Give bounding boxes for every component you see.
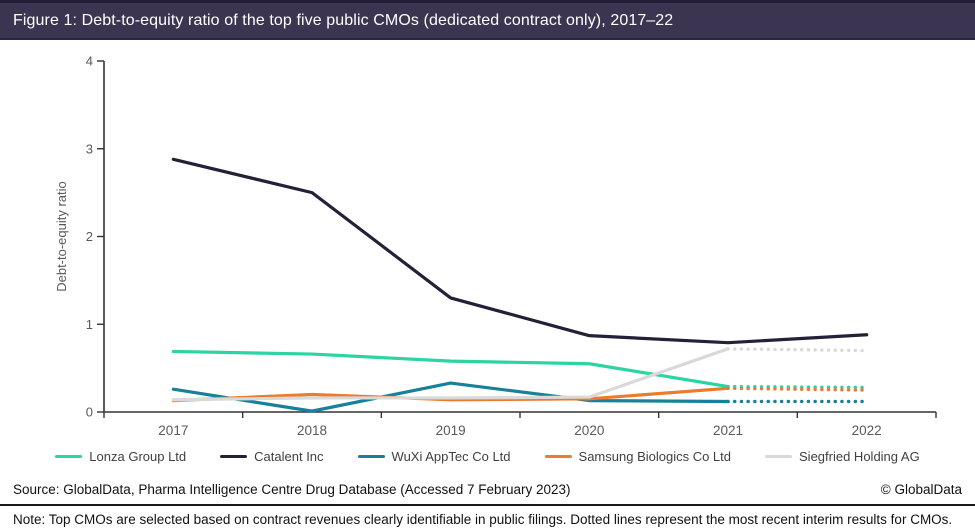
page-title: Figure 1: Debt-to-equity ratio of the to… bbox=[13, 11, 674, 29]
legend-line-swatch bbox=[357, 454, 385, 458]
legend-label: Siegfried Holding AG bbox=[799, 448, 920, 464]
y-tick-label: 2 bbox=[86, 229, 93, 244]
legend-item-lonza-group-ltd: Lonza Group Ltd bbox=[55, 449, 186, 464]
series-line-solid bbox=[171, 347, 730, 402]
x-tick-label: 2019 bbox=[436, 423, 466, 438]
series-line-dotted bbox=[726, 384, 869, 390]
x-tick-label: 2018 bbox=[297, 423, 327, 438]
y-axis-title: Debt-to-equity ratio bbox=[54, 181, 69, 292]
series-line-solid bbox=[171, 157, 869, 345]
legend-label: Lonza Group Ltd bbox=[89, 448, 187, 464]
legend-line-swatch bbox=[55, 454, 83, 458]
y-tick-label: 0 bbox=[86, 405, 93, 420]
x-tick-label: 2017 bbox=[158, 423, 188, 438]
chart-svg: 0 1 2 3 4 2017 2018 2019 2020 2021 2022 Debt-to-equ… bbox=[54, 54, 937, 438]
note-text: Note: Top CMOs are selected based on con… bbox=[13, 512, 953, 527]
series-line-dotted bbox=[726, 347, 869, 353]
legend-item-samsung-biologics-co-ltd: Samsung Biologics Co Ltd bbox=[544, 448, 732, 464]
legend-item-siegfried-holding-ag: Siegfried Holding AG bbox=[765, 449, 920, 464]
copyright-text: © GlobalData bbox=[880, 482, 962, 497]
legend-label: Samsung Biologics Co Ltd bbox=[578, 448, 732, 464]
legend-item-catalent-inc: Catalent Inc bbox=[220, 448, 324, 464]
series-line-dotted bbox=[726, 386, 869, 392]
chart-area: 0 1 2 3 4 2017 2018 2019 2020 2021 2022 Debt-to-equ… bbox=[0, 40, 975, 444]
footer-divider bbox=[0, 504, 975, 506]
figure-footer: Source: GlobalData, Pharma Intelligence … bbox=[0, 482, 975, 527]
series-line-solid bbox=[171, 381, 730, 413]
series-line-solid bbox=[171, 349, 730, 389]
series-line-solid bbox=[171, 386, 730, 403]
y-tick-label: 3 bbox=[86, 141, 93, 156]
legend-line-swatch bbox=[544, 454, 572, 458]
x-tick-label: 2020 bbox=[574, 423, 604, 438]
x-tick-label: 2022 bbox=[852, 423, 882, 438]
legend-item-wuxi-apptec-co-ltd: WuXi AppTec Co Ltd bbox=[357, 448, 511, 464]
legend-label: Catalent Inc bbox=[254, 448, 324, 464]
y-tick-label: 1 bbox=[86, 317, 93, 332]
figure-title-bar: Figure 1: Debt-to-equity ratio of the to… bbox=[0, 0, 975, 40]
x-tick-label: 2021 bbox=[713, 423, 743, 438]
legend-line-swatch bbox=[765, 454, 793, 458]
y-tick-label: 4 bbox=[86, 54, 93, 69]
source-text: Source: GlobalData, Pharma Intelligence … bbox=[13, 482, 571, 497]
legend-line-swatch bbox=[220, 454, 248, 458]
legend-label: WuXi AppTec Co Ltd bbox=[391, 448, 511, 464]
chart-legend: Lonza Group Ltd Catalent Inc WuXi AppTec C… bbox=[0, 444, 975, 468]
